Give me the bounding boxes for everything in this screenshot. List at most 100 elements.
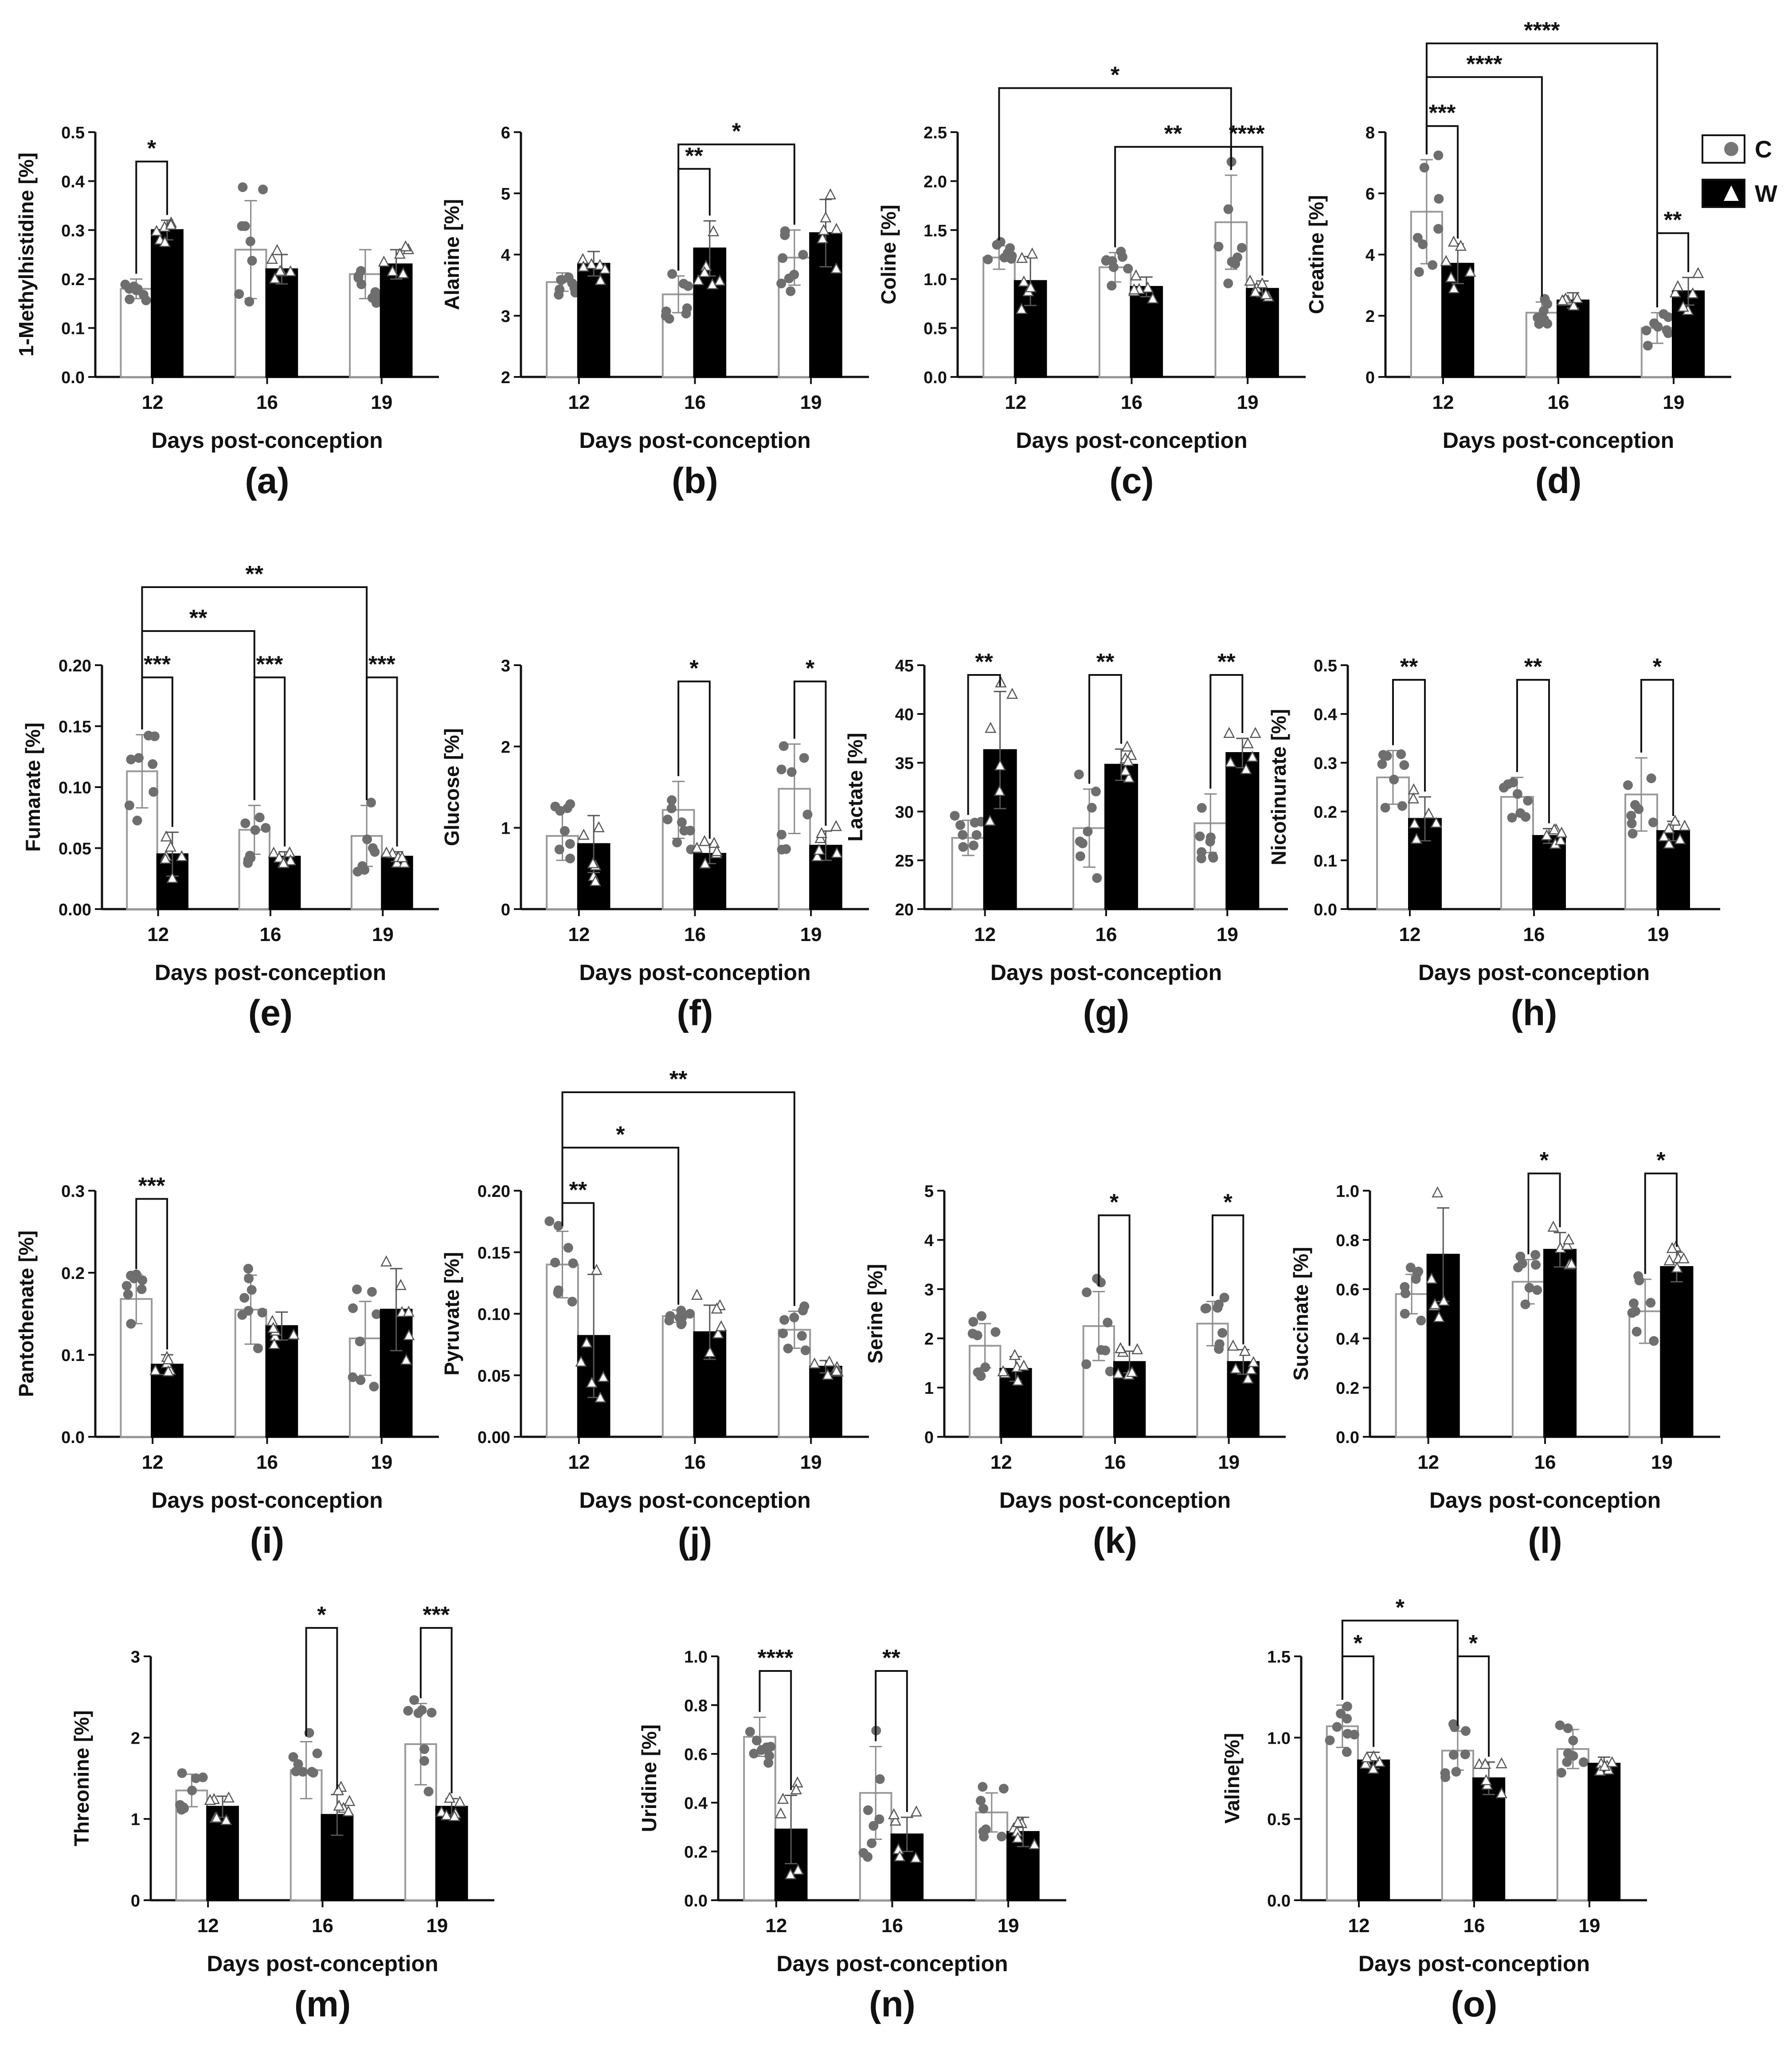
data-point-W [285,265,297,277]
significance-bracket [366,676,398,847]
data-point-C [676,1319,686,1329]
significance-label: **** [1229,121,1265,147]
significance-bracket [998,87,1232,241]
data-point-C [554,290,564,300]
data-point-W [823,1355,835,1367]
significance-bracket [875,1670,908,1812]
data-point-C [348,1372,358,1382]
data-point-C [1342,1729,1353,1739]
data-point-C [370,287,380,297]
data-point-C [778,253,788,263]
data-point-W [285,854,297,866]
data-point-C [780,230,790,240]
data-point-W [1677,300,1689,312]
data-point-C [247,255,257,266]
data-point-C [1641,326,1651,336]
y-tick-label: 0.15 [477,1244,510,1263]
data-point-W [1227,1339,1239,1351]
y-axis-title: Uridine [%] [638,1725,661,1832]
significance-bracket [967,674,1001,815]
data-point-C [1342,1714,1352,1724]
data-point-W [1541,829,1553,840]
significance-label: *** [368,652,395,678]
significance-label: ** [882,1645,900,1671]
significance-bracket [759,1670,792,1790]
data-point-C [1214,1344,1224,1354]
significance-label: * [806,656,815,682]
data-point-W [792,1863,804,1875]
data-point-W [1495,1757,1507,1769]
data-point-W [1440,255,1452,266]
data-point-C [1213,1299,1224,1310]
data-point-C [369,1381,379,1392]
data-point-C [1460,1726,1471,1736]
y-tick-label: 0.1 [61,1346,85,1365]
data-point-C [980,1362,990,1373]
data-point-W [1246,750,1259,762]
bar-C-16 [661,1315,695,1438]
data-point-C [676,1306,686,1316]
x-tick-label: 12 [990,1451,1012,1473]
data-point-C [240,221,250,231]
data-point-C [968,840,978,851]
data-point-C [258,184,268,195]
data-point-C [1213,242,1224,252]
x-axis-title: Days post-conception [579,428,810,453]
y-tick-label: 2.0 [923,173,947,191]
y-tick-label: 3 [501,307,510,326]
data-point-C [1428,260,1438,270]
data-point-W [791,1776,803,1788]
x-tick-label: 12 [1399,924,1421,945]
data-point-W [816,827,828,838]
data-point-C [554,844,564,855]
data-point-C [990,1327,1001,1337]
data-point-C [1646,1298,1656,1308]
data-point-W [817,232,829,243]
data-point-C [764,1751,775,1761]
data-point-C [858,1848,869,1858]
data-point-W [1012,1831,1024,1843]
y-tick-label: 0.00 [59,901,91,919]
y-tick-label: 1 [501,820,510,838]
data-point-C [293,1759,303,1769]
data-point-W [396,851,408,863]
data-point-C [556,275,567,285]
bar-C-12 [546,1263,579,1438]
data-point-C [976,1796,986,1806]
data-point-C [246,1285,257,1295]
y-tick-label: 0.10 [59,779,91,797]
x-tick-label: 12 [197,1915,219,1937]
y-axis-title: Glucose [%] [440,728,463,846]
significance-label: **** [757,1645,794,1671]
data-point-C [1396,749,1406,759]
x-axis-title: Days post-conception [1016,428,1247,453]
data-point-C [745,1727,755,1737]
data-point-W [1128,283,1140,294]
y-tick-label: 1 [924,1379,934,1398]
data-point-W [160,830,172,842]
data-point-W [1359,1757,1371,1769]
data-point-W [1115,1342,1127,1353]
data-point-C [1440,1768,1450,1778]
panel-o: 0.0 0.5 1.0 1.5 12 16 19 * * * Days post-conceptio… [1221,1595,1647,2024]
data-point-C [1649,318,1659,328]
data-point-C [555,806,565,816]
data-point-C [137,1275,148,1285]
x-tick-label: 12 [568,392,590,413]
data-point-W [1126,1366,1138,1377]
data-point-C [1200,1303,1210,1314]
bar-W-16 [1104,764,1138,910]
y-tick-label: 0.1 [1314,852,1337,871]
data-point-W [1368,1750,1380,1761]
data-point-W [403,1329,415,1341]
significance-label: ** [1664,208,1682,233]
significance-bracket [1088,674,1122,784]
data-point-W [1409,817,1420,828]
data-point-C [1237,243,1247,253]
y-tick-label: 0.2 [684,1843,708,1862]
data-point-C [1515,1251,1526,1262]
data-point-W [586,1377,598,1388]
x-tick-label: 19 [1237,392,1259,413]
